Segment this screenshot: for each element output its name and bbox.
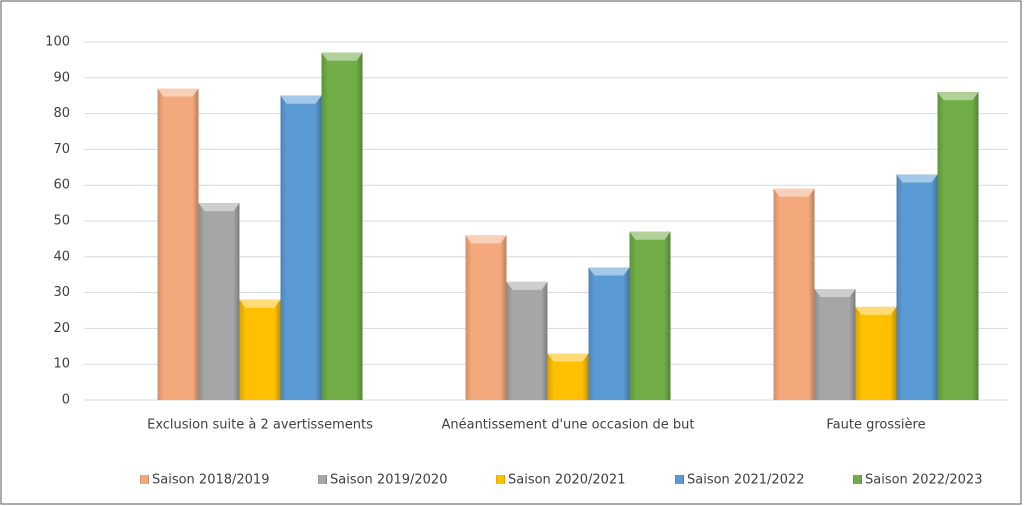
legend-label: Saison 2021/2022 — [687, 473, 804, 488]
bar — [896, 174, 938, 400]
bar-bevel — [814, 289, 856, 298]
y-tick-label: 20 — [53, 321, 70, 336]
bar — [773, 188, 815, 400]
legend-swatch — [853, 475, 862, 484]
legend-label: Saison 2022/2023 — [865, 473, 982, 488]
bar-bevel — [198, 203, 240, 212]
bar — [855, 306, 897, 400]
legend-swatch — [496, 475, 505, 484]
legend-swatch — [675, 475, 684, 484]
y-tick-label: 70 — [53, 142, 70, 157]
legend-label: Saison 2018/2019 — [152, 473, 269, 488]
bar — [814, 289, 856, 400]
bar — [157, 88, 199, 400]
bar-bevel — [280, 95, 322, 104]
legend-label: Saison 2020/2021 — [508, 473, 625, 488]
bar-bevel — [239, 299, 281, 308]
bar-bevel — [773, 188, 815, 197]
bar-bevel — [547, 353, 589, 362]
bar-bevel — [855, 306, 897, 315]
x-tick-label: Anéantissement d'une occasion de but — [441, 418, 694, 433]
y-tick-label: 30 — [53, 285, 70, 300]
y-tick-label: 90 — [53, 70, 70, 85]
y-tick-label: 0 — [62, 393, 70, 408]
bar — [629, 231, 671, 400]
legend-swatch — [140, 475, 149, 484]
bar — [280, 95, 322, 400]
bar-bevel — [588, 267, 630, 276]
bar-bevel — [629, 231, 671, 240]
bar — [465, 235, 507, 400]
x-tick-label: Exclusion suite à 2 avertissements — [147, 418, 373, 433]
x-tick-label: Faute grossière — [826, 418, 925, 433]
legend-swatch — [318, 475, 327, 484]
y-tick-label: 80 — [53, 106, 70, 121]
bar — [506, 281, 548, 400]
y-tick-label: 40 — [53, 249, 70, 264]
bar — [937, 92, 979, 401]
y-tick-label: 60 — [53, 178, 70, 193]
bar-bevel — [896, 174, 938, 183]
bar-bevel — [157, 88, 199, 97]
legend-label: Saison 2019/2020 — [330, 473, 447, 488]
bar-bevel — [937, 92, 979, 101]
bar-bevel — [465, 235, 507, 244]
y-tick-label: 50 — [53, 214, 70, 229]
bar — [321, 52, 363, 401]
bar — [588, 267, 630, 400]
bar — [239, 299, 281, 400]
y-tick-label: 10 — [53, 357, 70, 372]
y-tick-label: 100 — [45, 35, 70, 50]
bar-bevel — [321, 52, 363, 61]
bar-bevel — [506, 281, 548, 290]
bar — [198, 203, 240, 400]
